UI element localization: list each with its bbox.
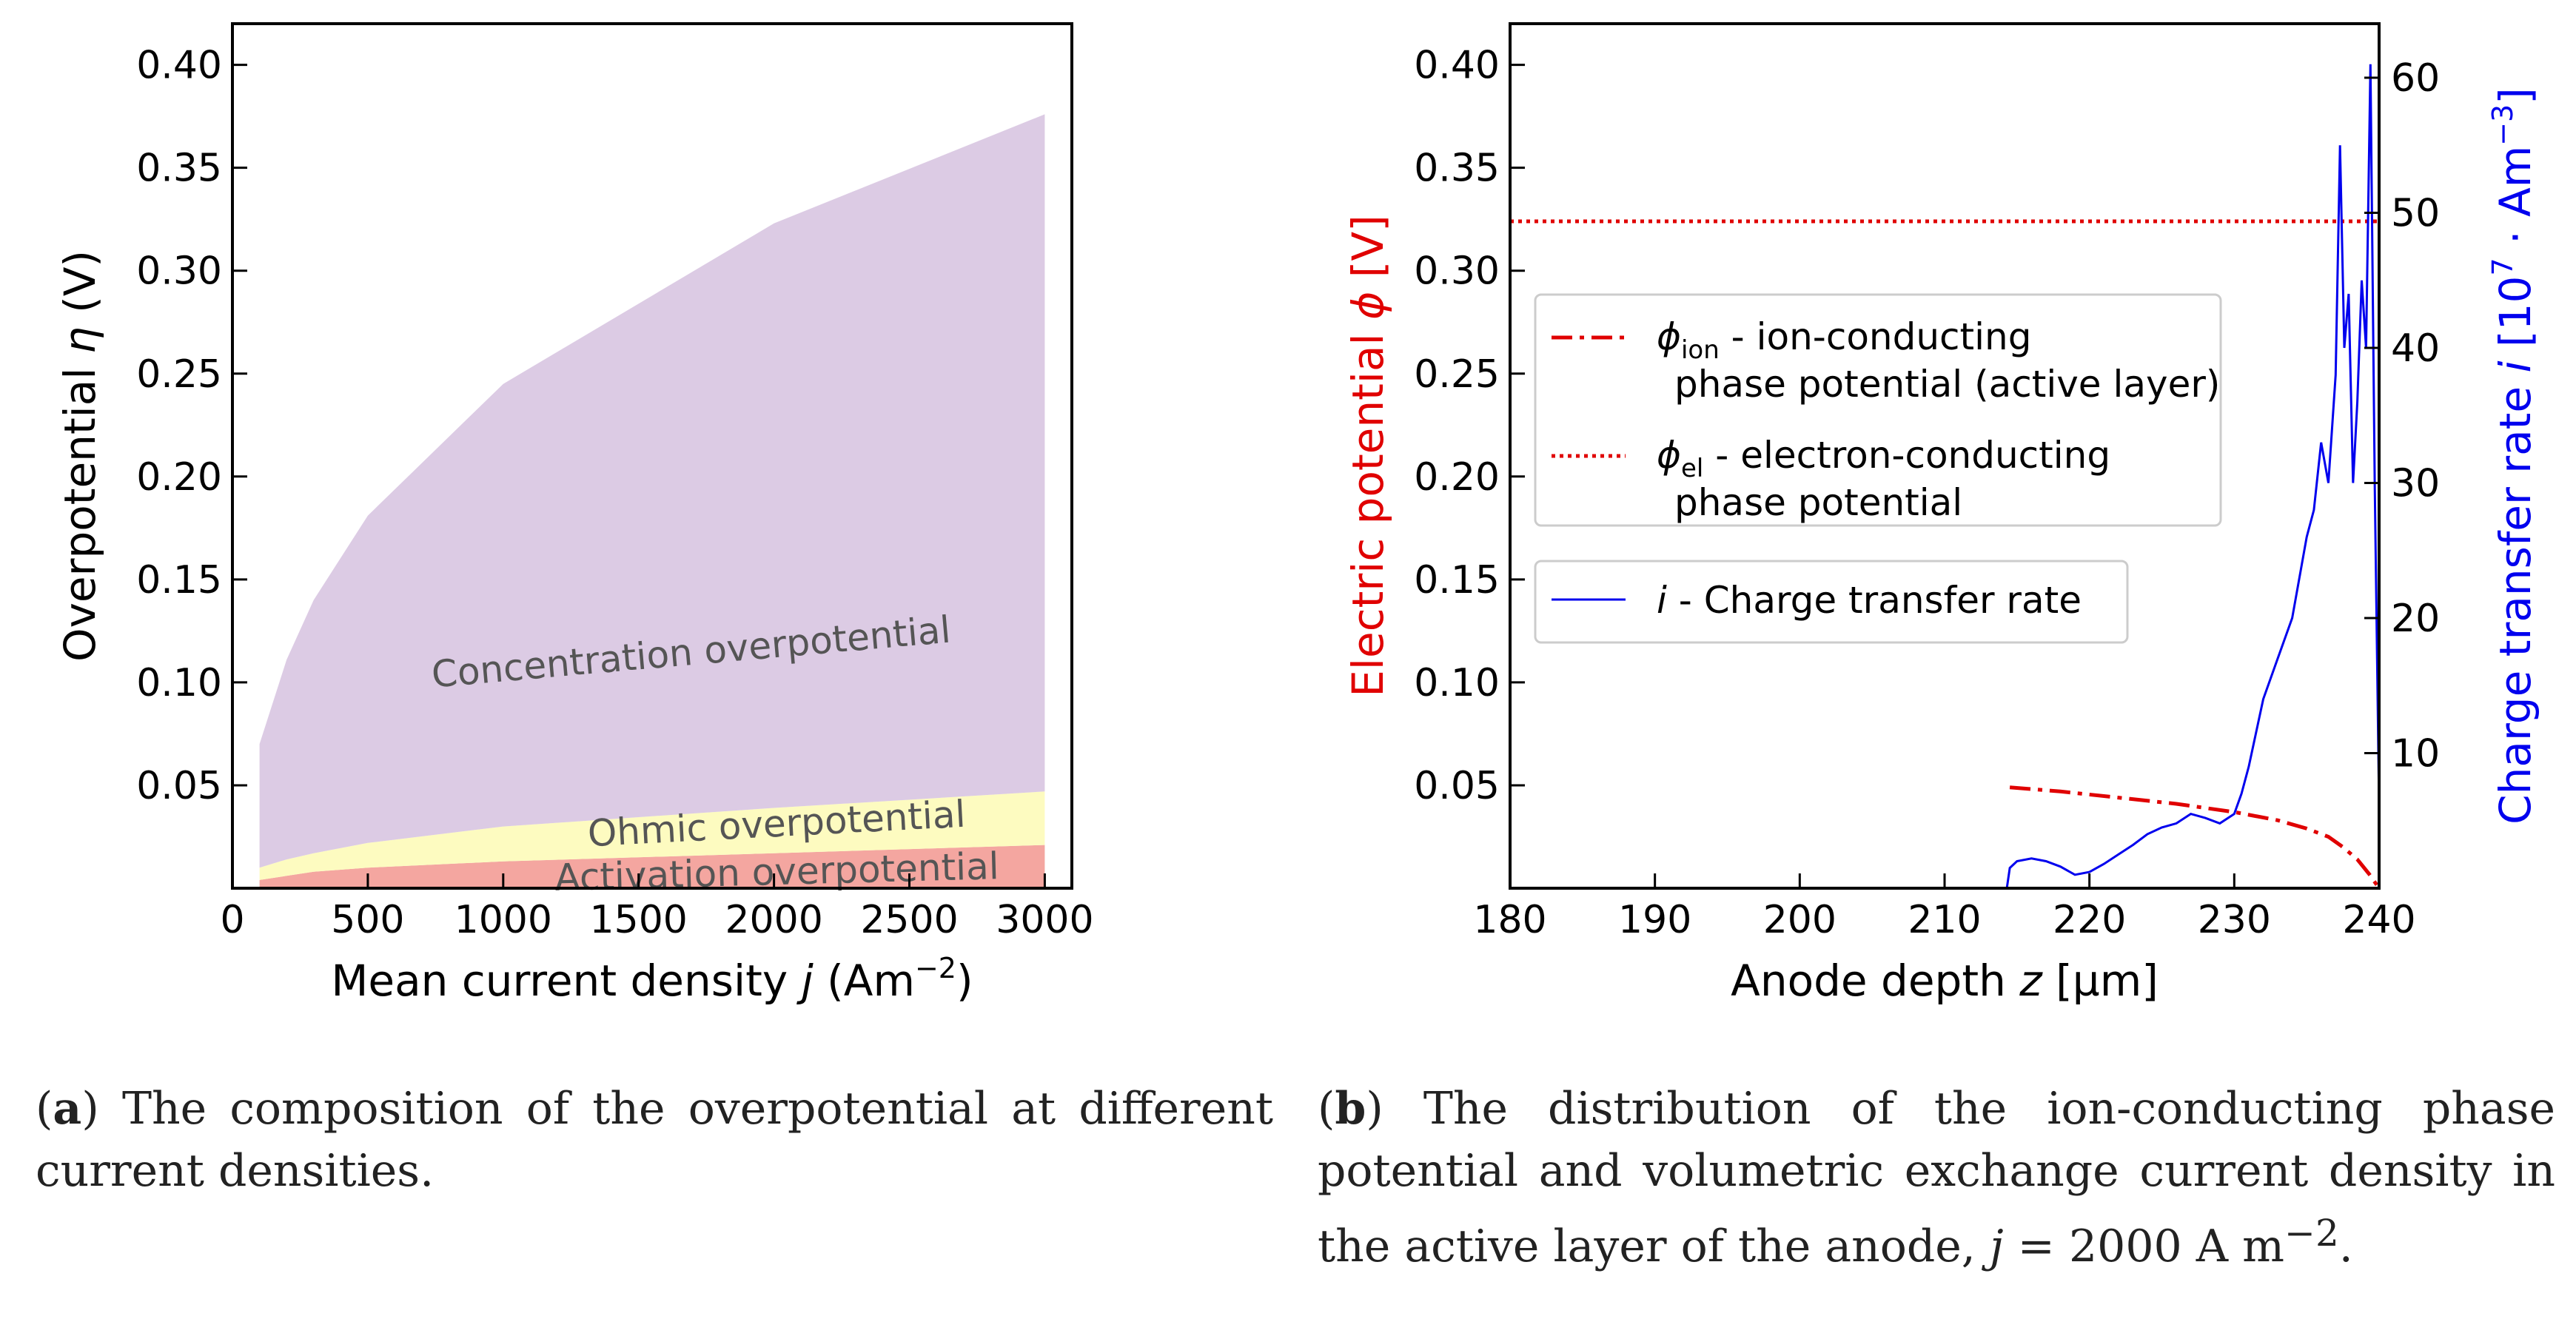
panel-b-x-axis-label: Anode depth z [µm] [1731, 956, 2159, 1006]
panel-a-y-axis-label: Overpotential η (V) [55, 250, 105, 662]
area-ohmic-overpotential [259, 791, 1045, 880]
y-tick-label: 0.20 [1414, 455, 1500, 500]
panel-b-legend-charge-rate: i - Charge transfer rate [1534, 560, 2129, 644]
y-tick-label: 0.05 [136, 764, 222, 808]
caption-a-text: The composition of the overpotential at … [36, 1083, 1273, 1197]
x-tick-label: 1000 [455, 898, 552, 942]
caption-a-label: a [53, 1083, 82, 1135]
legend-label-line2: phase potential [1674, 481, 1962, 524]
y2-tick-label: 40 [2391, 326, 2440, 371]
y2-tick-label: 50 [2391, 192, 2440, 236]
y-tick-label: 0.20 [136, 455, 222, 500]
panel-a-plot-frame [231, 22, 1073, 890]
y-tick-label: 0.35 [1414, 147, 1500, 191]
y-tick-label: 0.40 [1414, 44, 1500, 88]
y-tick-label: 0.10 [1414, 661, 1500, 705]
y2-tick-label: 30 [2391, 462, 2440, 506]
y-tick-label: 0.10 [136, 661, 222, 705]
caption-b-equation: = 2000 A m [2003, 1221, 2285, 1272]
caption-a: (a) The composition of the overpotential… [36, 1083, 1273, 1197]
y2-tick-label: 20 [2391, 597, 2440, 641]
x-tick-label: 2500 [860, 898, 958, 942]
y-tick-label: 0.15 [136, 558, 222, 603]
x-tick-label: 2000 [725, 898, 822, 942]
y-tick-label: 0.25 [136, 352, 222, 397]
panel-b-y-axis-label: Electric potential ϕ [V] [1343, 215, 1393, 697]
y-tick-label: 0.30 [1414, 249, 1500, 294]
charge-transfer-rate-line [2005, 64, 2381, 889]
y-tick-label: 0.40 [136, 44, 222, 88]
y-tick-label: 0.25 [1414, 352, 1500, 397]
x-tick-label: 180 [1473, 898, 1546, 942]
x-tick-label: 0 [220, 898, 244, 942]
caption-b-exponent: −2 [2284, 1212, 2339, 1255]
panel-a-x-axis-label: Mean current density j (Am−2) [331, 952, 973, 1006]
caption-b: (b) The distribution of the ion-conducti… [1318, 1083, 2555, 1272]
legend-label: ϕion - ion-conducting [1657, 315, 2031, 365]
ion-potential-line [2009, 785, 2381, 890]
legend-box [1534, 293, 2222, 527]
area-activation-overpotential [259, 845, 1045, 888]
caption-b-end: . [2338, 1221, 2353, 1272]
panel-b-y2-axis-label: Charge transfer rate i [107 · Am−3] [2486, 87, 2540, 825]
y-tick-label: 0.15 [1414, 558, 1500, 603]
legend-label-line2: phase potential (active layer) [1674, 363, 2220, 406]
legend-label: ϕel - electron-conducting [1657, 434, 2110, 483]
x-tick-label: 1500 [590, 898, 688, 942]
x-tick-label: 210 [1908, 898, 1981, 942]
x-tick-label: 500 [331, 898, 404, 942]
caption-b-math-var: j [1989, 1221, 2004, 1272]
y-tick-label: 0.35 [136, 147, 222, 191]
panel-b-chart: 180 190 200 210 220 230 240 0.05 0.10 0.15 0.20 0.… [1343, 22, 2540, 1006]
x-tick-label: 200 [1763, 898, 1837, 942]
x-tick-label: 240 [2342, 898, 2415, 942]
x-tick-label: 230 [2198, 898, 2271, 942]
y-tick-label: 0.30 [136, 249, 222, 294]
x-tick-label: 220 [2053, 898, 2126, 942]
caption-b-label: b [1335, 1083, 1366, 1135]
legend-box [1534, 560, 2129, 644]
legend-label: i - Charge transfer rate [1657, 579, 2082, 622]
area-concentration-overpotential [259, 114, 1045, 868]
x-tick-label: 3000 [996, 898, 1093, 942]
x-tick-label: 190 [1618, 898, 1691, 942]
caption-b-text: The distribution of the ion-conducting p… [1318, 1083, 2555, 1272]
y-tick-label: 0.05 [1414, 764, 1500, 808]
y2-tick-label: 10 [2391, 732, 2440, 776]
y2-tick-label: 60 [2391, 56, 2440, 101]
